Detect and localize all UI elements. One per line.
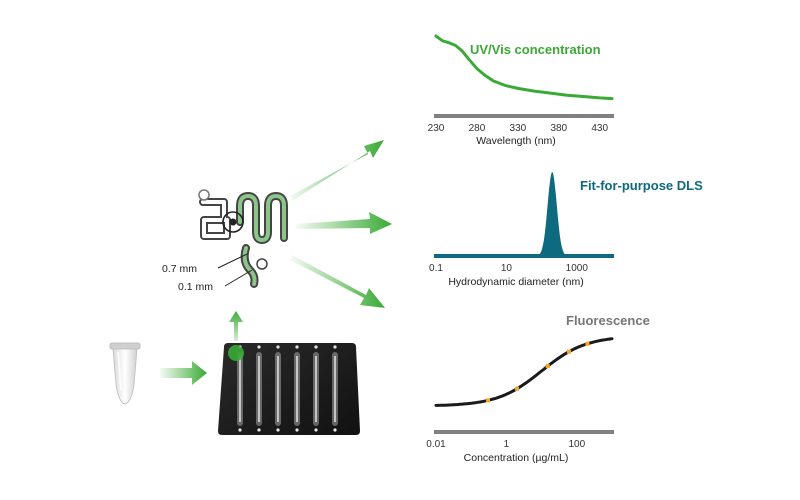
fluorescence-data-point (545, 364, 550, 369)
plate-well-highlight (296, 356, 298, 422)
microfluidic-chip-icon: 0.7 mm 0.1 mm (162, 189, 288, 293)
plate-well-dot (295, 345, 299, 349)
uvvis-series-line (434, 34, 614, 101)
plate-well-dot (276, 345, 280, 349)
well-plate-icon (218, 343, 360, 435)
dls-x-axis (434, 254, 614, 258)
dls-chart-title: Fit-for-purpose DLS (580, 178, 703, 193)
uvvis-tick-label: 380 (550, 123, 567, 134)
plate-well-dot (314, 345, 318, 349)
dim-label-0.7mm: 0.7 mm (162, 263, 197, 275)
plate-well-dot (333, 345, 337, 349)
uvvis-x-axis (434, 114, 614, 118)
plate-well-highlight (258, 356, 260, 422)
fluorescence-x-axis-label: Concentration (µg/mL) (464, 452, 569, 464)
plate-well-dot (257, 345, 261, 349)
plate-well-dot (257, 428, 261, 432)
plate-well-highlight (277, 356, 279, 422)
dls-tick-label: 1000 (566, 263, 589, 274)
plate-well-highlight (334, 356, 336, 422)
fluorescence-data-point (514, 386, 519, 391)
plate-well-dot (238, 428, 242, 432)
flow-arrow-icon (290, 140, 384, 201)
fluorescence-chart-title: Fluorescence (566, 313, 650, 328)
flow-arrow-icon (160, 361, 207, 385)
plate-well-dot (276, 428, 280, 432)
dls-x-axis-label: Hydrodynamic diameter (nm) (448, 276, 583, 288)
uvvis-tick-label: 330 (510, 123, 527, 134)
uvvis-chart: 230 280 330 380 430 UV/Vis concentration Wav… (428, 34, 614, 147)
dls-tick-label: 10 (501, 263, 513, 274)
dls-chart: 0.1 10 1000 Fit-for-purpose DLS Hydrodynam… (429, 172, 703, 288)
plate-well-highlight (315, 356, 317, 422)
dls-peak (533, 172, 571, 256)
microcentrifuge-tube-icon (109, 342, 141, 405)
uvvis-chart-title: UV/Vis concentration (470, 42, 601, 57)
fluorescence-x-axis (434, 430, 614, 434)
fluorescence-data-point (585, 341, 590, 346)
fluorescence-tick-label: 1 (504, 439, 510, 450)
plate-well-dot (314, 428, 318, 432)
plate-well-highlight (239, 356, 241, 422)
fluorescence-data-point (566, 349, 571, 354)
fluorescence-series-line (434, 337, 614, 407)
fluorescence-chart: 0.01 1 100 Fluorescence Concentration (µg/… (426, 313, 650, 464)
dim-label-0.1mm: 0.1 mm (178, 281, 213, 293)
uvvis-x-axis-label: Wavelength (nm) (476, 135, 556, 147)
flow-arrow-icon (296, 212, 392, 234)
uvvis-tick-label: 230 (428, 123, 445, 134)
uvvis-tick-label: 430 (591, 123, 608, 134)
dls-tick-label: 0.1 (429, 263, 443, 274)
uvvis-tick-label: 280 (469, 123, 486, 134)
flow-arrow-icon (229, 311, 243, 341)
plate-well-dot (295, 428, 299, 432)
plate-well-dot (333, 428, 337, 432)
flow-arrow-icon (290, 255, 385, 308)
fluorescence-tick-label: 0.01 (426, 439, 446, 450)
fluorescence-data-point (485, 398, 490, 403)
fluorescence-tick-label: 100 (568, 439, 585, 450)
